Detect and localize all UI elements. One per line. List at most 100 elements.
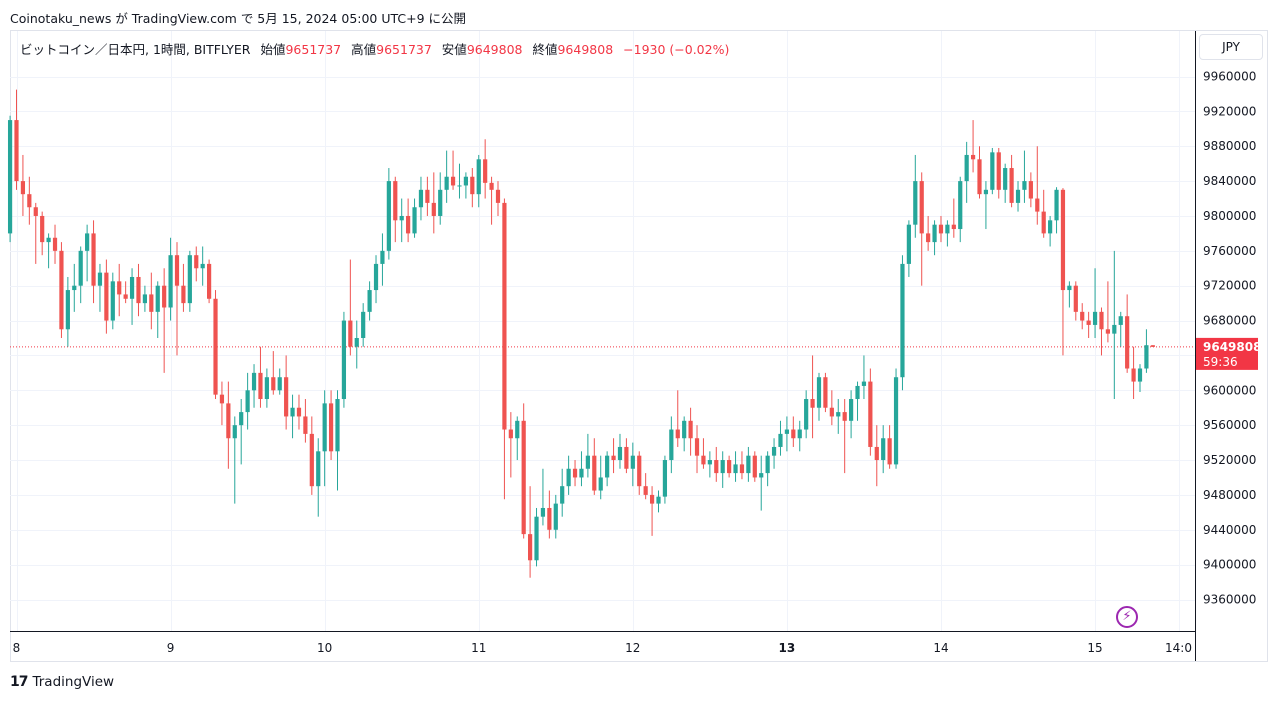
tradingview-brand[interactable]: 17 TradingView: [10, 674, 114, 690]
candle[interactable]: [187, 250, 192, 312]
candle[interactable]: [566, 455, 571, 495]
candle[interactable]: [20, 154, 26, 216]
candle[interactable]: [694, 425, 700, 474]
candle[interactable]: [72, 263, 77, 312]
candle[interactable]: [1015, 181, 1021, 212]
candle[interactable]: [7, 115, 13, 243]
candle[interactable]: [778, 420, 783, 456]
candle[interactable]: [669, 416, 674, 474]
candle[interactable]: [425, 176, 430, 216]
candle[interactable]: [855, 381, 860, 421]
candle[interactable]: [46, 233, 51, 269]
candle[interactable]: [900, 255, 905, 391]
candle[interactable]: [611, 438, 616, 474]
candle[interactable]: [27, 176, 32, 225]
candle[interactable]: [977, 146, 982, 199]
candle[interactable]: [906, 220, 911, 277]
candle[interactable]: [964, 141, 969, 203]
candle[interactable]: [637, 451, 642, 495]
candle[interactable]: [560, 468, 565, 517]
candle[interactable]: [418, 176, 424, 221]
candle[interactable]: [508, 412, 513, 478]
candle[interactable]: [483, 139, 488, 199]
candle[interactable]: [155, 281, 160, 338]
candle[interactable]: [290, 394, 295, 439]
candle[interactable]: [149, 272, 154, 330]
candle[interactable]: [553, 494, 558, 539]
candle[interactable]: [919, 172, 924, 286]
candle[interactable]: [219, 381, 225, 426]
candle[interactable]: [136, 263, 141, 317]
candle[interactable]: [1137, 364, 1143, 393]
candle[interactable]: [168, 237, 173, 321]
candle[interactable]: [605, 451, 610, 487]
candle[interactable]: [649, 486, 655, 536]
candle[interactable]: [207, 259, 212, 304]
candle[interactable]: [1009, 154, 1014, 208]
candle[interactable]: [463, 172, 468, 199]
candle[interactable]: [232, 416, 237, 504]
candle[interactable]: [341, 311, 347, 408]
candle[interactable]: [913, 154, 918, 238]
candle[interactable]: [1118, 311, 1123, 347]
candle[interactable]: [836, 399, 841, 434]
candle[interactable]: [1060, 188, 1066, 356]
candle[interactable]: [996, 147, 1001, 199]
candle[interactable]: [78, 246, 83, 304]
candle[interactable]: [200, 246, 205, 286]
candle[interactable]: [1067, 281, 1072, 308]
candle[interactable]: [393, 176, 398, 243]
candle[interactable]: [592, 438, 597, 495]
candle[interactable]: [881, 425, 886, 474]
candle[interactable]: [354, 320, 359, 369]
candle[interactable]: [1150, 345, 1155, 347]
candle[interactable]: [123, 281, 128, 304]
candle[interactable]: [727, 455, 732, 478]
candle[interactable]: [810, 355, 815, 439]
candle[interactable]: [1003, 163, 1008, 203]
candle[interactable]: [14, 89, 19, 190]
candle[interactable]: [335, 390, 340, 491]
candle[interactable]: [1080, 303, 1085, 330]
candle[interactable]: [33, 202, 38, 264]
candle[interactable]: [1022, 150, 1027, 203]
candle[interactable]: [226, 381, 231, 469]
candle[interactable]: [406, 198, 411, 243]
candle[interactable]: [771, 438, 777, 469]
candle[interactable]: [194, 246, 199, 282]
candle[interactable]: [271, 351, 276, 395]
candle[interactable]: [322, 390, 327, 487]
candle[interactable]: [868, 368, 873, 456]
candle[interactable]: [791, 416, 796, 447]
candle[interactable]: [91, 220, 96, 304]
candle[interactable]: [926, 215, 931, 251]
candle[interactable]: [412, 198, 417, 238]
candle[interactable]: [624, 438, 629, 474]
candle[interactable]: [181, 263, 186, 312]
candle[interactable]: [829, 390, 834, 426]
candle[interactable]: [656, 490, 661, 513]
candle[interactable]: [1144, 329, 1149, 373]
candle[interactable]: [1086, 311, 1091, 338]
candle[interactable]: [476, 154, 481, 208]
candle[interactable]: [688, 407, 693, 456]
candle[interactable]: [59, 242, 64, 338]
candle[interactable]: [1105, 281, 1110, 343]
candle[interactable]: [438, 172, 443, 225]
candle[interactable]: [515, 416, 520, 461]
candle[interactable]: [804, 390, 809, 439]
candle[interactable]: [303, 399, 308, 443]
candle[interactable]: [162, 268, 167, 373]
candle[interactable]: [823, 372, 828, 413]
candle[interactable]: [1131, 346, 1136, 400]
candle[interactable]: [296, 394, 302, 430]
candle[interactable]: [528, 486, 533, 578]
candle[interactable]: [1073, 281, 1078, 321]
candle[interactable]: [277, 368, 282, 395]
candle[interactable]: [361, 303, 366, 347]
candle[interactable]: [739, 451, 745, 480]
candle[interactable]: [842, 399, 847, 474]
candle[interactable]: [643, 473, 648, 500]
candle[interactable]: [816, 372, 822, 421]
